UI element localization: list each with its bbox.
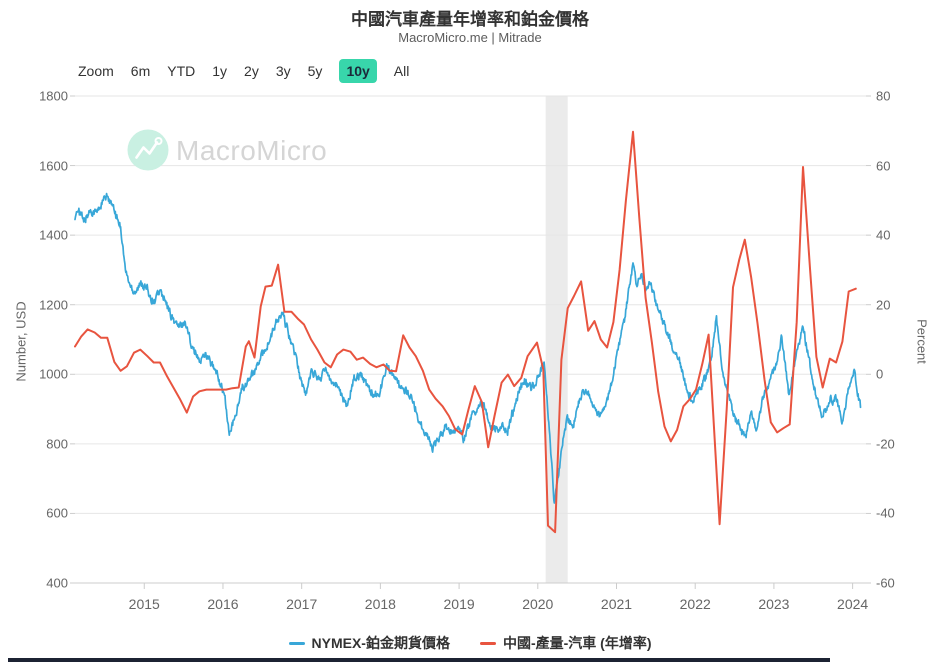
legend-label: 中國-產量-汽車 (年增率) — [502, 635, 652, 651]
watermark-text: MacroMicro — [176, 135, 327, 166]
range-selector-toolbar: Zoom 6m YTD 1y 2y 3y 5y 10y All — [78, 58, 409, 84]
legend-item-china-auto[interactable]: 中國-產量-汽車 (年增率) — [479, 633, 652, 653]
china-auto-production-line[interactable] — [74, 130, 857, 534]
page-title: 中國汽車產量年增率和鉑金價格 — [351, 10, 589, 29]
range-button-ytd[interactable]: YTD — [167, 63, 196, 79]
legend-dash-icon — [479, 641, 496, 645]
legend-dash-icon — [288, 641, 305, 645]
range-button-6m[interactable]: 6m — [130, 63, 151, 79]
zoom-label: Zoom — [78, 63, 114, 79]
range-button-10y[interactable]: 10y — [339, 59, 377, 83]
range-button-3y[interactable]: 3y — [275, 63, 291, 79]
macromicro-logo-icon — [127, 129, 169, 171]
range-button-5y[interactable]: 5y — [307, 63, 323, 79]
range-button-1y[interactable]: 1y — [212, 63, 228, 79]
legend-label: NYMEX-鉑金期貨價格 — [311, 635, 450, 651]
platinum-price-line[interactable] — [74, 192, 862, 504]
footer-bar — [8, 658, 830, 662]
legend-item-platinum[interactable]: NYMEX-鉑金期貨價格 — [288, 633, 450, 653]
range-button-2y[interactable]: 2y — [244, 63, 259, 79]
logo-ring-icon — [154, 137, 163, 145]
range-button-all[interactable]: All — [393, 63, 410, 79]
chart-legend: NYMEX-鉑金期貨價格 中國-產量-汽車 (年增率) — [0, 633, 940, 653]
page-subtitle: MacroMicro.me | Mitrade — [398, 30, 542, 45]
logo-zigzag-icon — [135, 141, 159, 159]
